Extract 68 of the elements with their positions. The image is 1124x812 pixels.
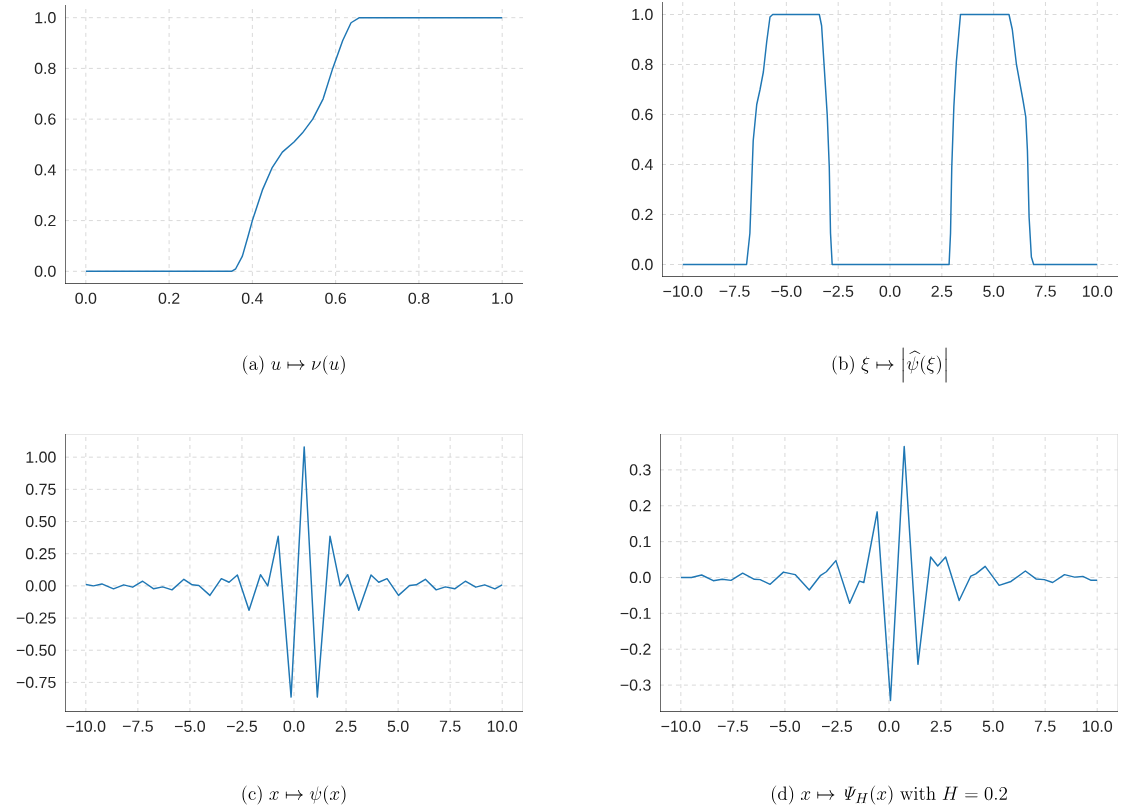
x-tick-label: −5.0 (174, 720, 206, 732)
x-tick-label: 10.0 (1082, 285, 1113, 297)
x-tick-label: 7.5 (1035, 285, 1056, 297)
x-tick-label: −5.0 (771, 285, 802, 297)
text: $\mathrm{(b)}\; \xi \mapsto \left|\widehat{\psi}(\xi)\right|$ (832, 347, 947, 383)
y-tick-label: 0.3 (629, 464, 651, 476)
y-tick-label: 0.00 (25, 580, 56, 592)
x-tick-label: 0.0 (75, 292, 97, 304)
x-tick-label: 7.5 (1034, 720, 1056, 732)
y-tick-label: 0.2 (629, 500, 651, 512)
y-tick-label: 0.2 (631, 208, 653, 221)
y-tick-label: 0.75 (25, 483, 56, 495)
x-tick-label: 10.0 (1082, 720, 1113, 732)
y-tick-label: −0.50 (16, 644, 56, 656)
y-tick-label: 1.00 (26, 451, 56, 463)
x-tick-label: 5.0 (983, 285, 1005, 297)
y-tick-label: 0.2 (34, 214, 56, 227)
x-tick-label: 0.0 (879, 285, 901, 297)
y-tick-label: −0.1 (620, 607, 651, 619)
x-tick-label: 0.0 (283, 720, 305, 732)
text: $\mathrm{(d)}\; x \mapsto \mathit{\Psi}_H(x)\ \mathrm{with}\ H = 0.2$ (771, 785, 1007, 805)
x-tick-label: 0.4 (241, 292, 263, 304)
x-tick-label: 2.5 (931, 285, 953, 297)
line-series (85, 446, 503, 698)
y-tick-label: −0.75 (16, 676, 56, 689)
x-tick-label: 5.0 (387, 720, 409, 732)
y-tick-label: 0.0 (629, 571, 651, 584)
x-tick-label: −10.0 (661, 720, 701, 732)
x-tick-label: −5.0 (769, 720, 801, 732)
x-tick-label: 0.2 (158, 292, 180, 304)
y-tick-label: 1.0 (632, 8, 653, 21)
x-tick-label: 0.8 (408, 292, 430, 304)
x-tick-label: 10.0 (487, 720, 518, 732)
x-tick-label: −2.5 (822, 720, 853, 732)
y-tick-label: 0.1 (629, 535, 651, 548)
y-tick-label: −0.3 (620, 679, 651, 691)
y-tick-label: 0.6 (34, 113, 56, 125)
x-tick-label: −10.0 (66, 720, 106, 732)
y-tick-label: 0.50 (25, 515, 56, 528)
y-tick-label: 0.8 (631, 58, 653, 71)
x-tick-label: 2.5 (335, 720, 357, 732)
y-tick-label: 0.4 (34, 164, 56, 176)
x-tick-label: 1.0 (492, 292, 513, 304)
x-tick-label: −2.5 (227, 720, 258, 732)
x-tick-label: 5.0 (982, 720, 1004, 732)
x-tick-label: 7.5 (439, 720, 461, 732)
x-tick-label: −7.5 (122, 720, 153, 732)
x-tick-label: −7.5 (717, 720, 748, 732)
text: $\mathrm{(c)}\; x \mapsto \psi(x)$ (242, 785, 346, 805)
y-tick-label: 0.8 (34, 62, 56, 75)
x-tick-label: 2.5 (930, 720, 952, 732)
y-tick-label: 0.25 (25, 548, 56, 560)
line-series (682, 13, 1099, 266)
y-tick-label: 1.0 (35, 12, 56, 24)
x-tick-label: 0.0 (878, 720, 900, 732)
y-tick-label: 0.4 (631, 158, 653, 171)
y-tick-label: 0.6 (631, 108, 653, 121)
text: $\mathrm{(a)}\; u \mapsto \nu(u)$ (243, 355, 345, 375)
x-tick-label: −10.0 (663, 285, 703, 297)
line-series (680, 445, 1098, 702)
line-series (85, 16, 503, 273)
y-tick-label: 0.0 (631, 258, 653, 271)
x-tick-label: −7.5 (719, 285, 750, 297)
y-tick-label: −0.25 (16, 612, 56, 624)
x-tick-label: 0.6 (325, 292, 347, 304)
y-tick-label: 0.0 (34, 265, 56, 277)
x-tick-label: −2.5 (823, 285, 854, 297)
y-tick-label: −0.2 (620, 643, 651, 655)
